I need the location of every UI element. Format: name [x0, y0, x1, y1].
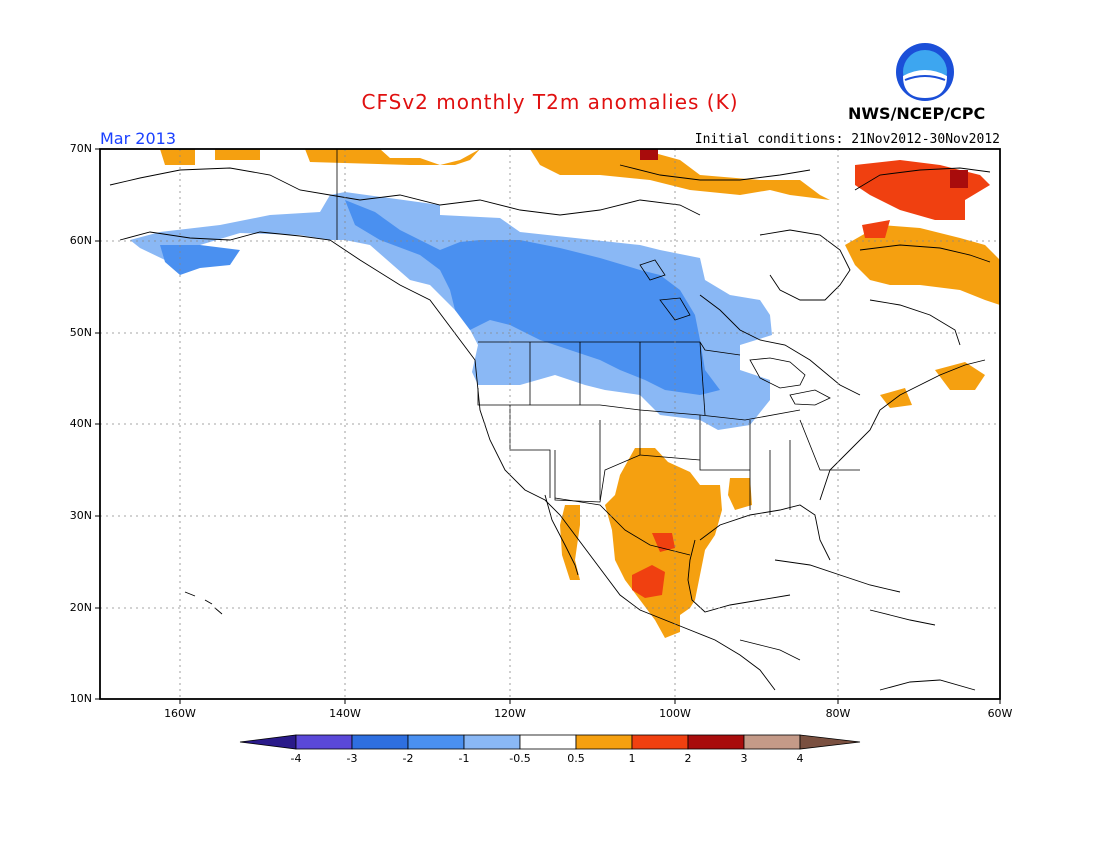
colorbar-label: 0.5: [567, 752, 585, 765]
lat-label-40n: 40N: [69, 417, 92, 430]
lat-label-50n: 50N: [69, 326, 92, 339]
lon-label-60w: 60W: [987, 707, 1013, 720]
colorbar-swatch-9: [743, 734, 801, 750]
lon-label-100w: 100W: [659, 707, 691, 720]
lat-label-30n: 30N: [69, 509, 92, 522]
warm-anomaly-greenland-core: [640, 149, 968, 188]
colorbar-swatch-10: [799, 734, 861, 750]
colorbar-label: 3: [740, 752, 748, 765]
lon-label-140w: 140W: [329, 707, 361, 720]
colorbar-swatch-3: [407, 734, 465, 750]
colorbar-label: 2: [684, 752, 692, 765]
cold-anomaly-region: [130, 192, 772, 430]
political-boundaries: [336, 149, 860, 661]
great-lakes: [639, 259, 831, 406]
lon-label-160w: 160W: [164, 707, 196, 720]
lon-label-120w: 120W: [494, 707, 526, 720]
axis-ticks: [95, 148, 1001, 704]
colorbar: [239, 734, 861, 750]
lat-label-20n: 20N: [69, 601, 92, 614]
lat-label-60n: 60N: [69, 234, 92, 247]
anomaly-shading: [130, 149, 1000, 638]
graticule: [100, 149, 1000, 699]
colorbar-swatch-8: [687, 734, 745, 750]
colorbar-swatch-0: [239, 734, 297, 750]
colorbar-label: 4: [796, 752, 804, 765]
warm-anomaly-arctic: [160, 149, 1000, 408]
colorbar-label: -3: [346, 752, 358, 765]
lat-label-10n: 10N: [69, 692, 92, 705]
colorbar-label: -1: [458, 752, 470, 765]
warm-anomaly-greenland: [855, 160, 990, 238]
initial-conditions-label: Initial conditions: 21Nov2012-30Nov2012: [694, 132, 1000, 147]
colorbar-swatch-5: [519, 734, 577, 750]
valid-month-label: Mar 2013: [100, 129, 176, 148]
colorbar-swatch-7: [631, 734, 689, 750]
colorbar-swatch-4: [463, 734, 521, 750]
coastlines: [109, 164, 991, 691]
colorbar-label: -4: [290, 752, 302, 765]
agency-label: NWS/NCEP/CPC: [848, 104, 986, 123]
map-title: CFSv2 monthly T2m anomalies (K): [361, 90, 739, 114]
lat-label-70n: 70N: [69, 142, 92, 155]
colorbar-swatch-6: [575, 734, 633, 750]
colorbar-label: -2: [402, 752, 414, 765]
warm-anomaly-mexico-core: [632, 533, 675, 598]
lon-label-80w: 80W: [825, 707, 851, 720]
noaa-logo-icon: [896, 43, 954, 101]
colorbar-label: -0.5: [509, 752, 531, 765]
colorbar-label: 1: [628, 752, 636, 765]
colorbar-swatch-1: [295, 734, 353, 750]
colorbar-swatch-2: [351, 734, 409, 750]
warm-anomaly-mexico: [560, 448, 752, 638]
